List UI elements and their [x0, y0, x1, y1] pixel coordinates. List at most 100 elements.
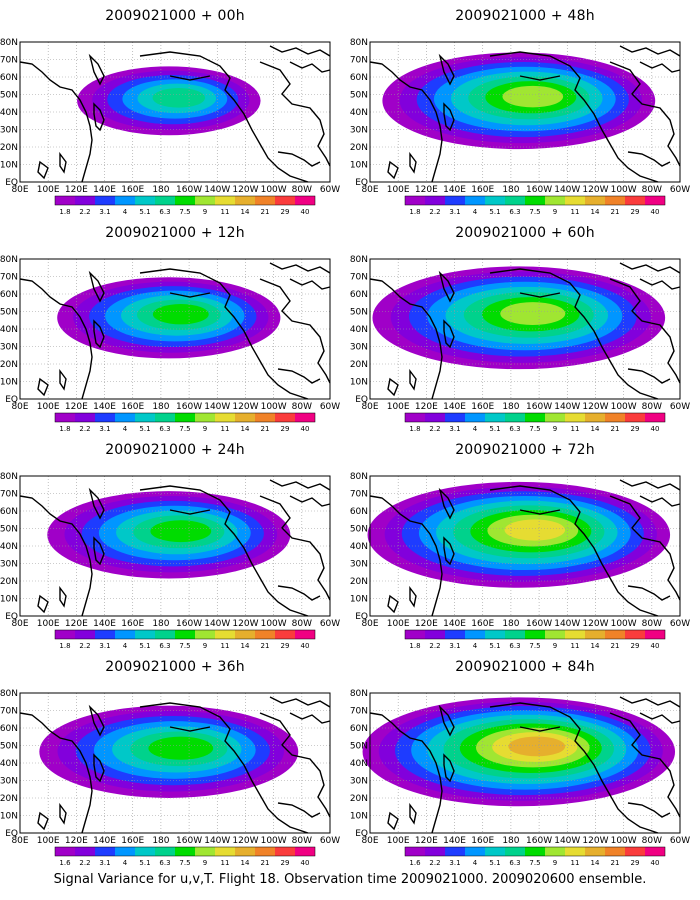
- colorbar-swatch: [55, 413, 75, 422]
- colorbar-swatch: [275, 630, 295, 639]
- latitude-tick-label: 30N: [0, 560, 18, 570]
- latitude-tick-label: 50N: [0, 308, 18, 318]
- colorbar-swatch: [295, 413, 315, 422]
- variance-contour: [500, 302, 566, 326]
- colorbar-swatch: [195, 847, 215, 856]
- longitude-tick-label: 120W: [582, 185, 608, 195]
- colorbar-label: 7.5: [179, 642, 190, 650]
- longitude-tick-label: 140E: [93, 619, 116, 629]
- longitude-tick-label: 80W: [642, 836, 662, 846]
- colorbar-swatch: [425, 196, 445, 205]
- longitude-tick-label: 140E: [93, 185, 116, 195]
- colorbar-swatch: [255, 196, 275, 205]
- colorbar-swatch: [505, 413, 525, 422]
- latitude-tick-label: EQ: [355, 395, 368, 405]
- colorbar-label: 1.8: [409, 642, 420, 650]
- colorbar-label: 29: [281, 642, 290, 650]
- longitude-tick-label: 60W: [670, 402, 690, 412]
- latitude-tick-label: 20N: [350, 143, 368, 153]
- colorbar-swatch: [645, 196, 665, 205]
- colorbar-label: 5.1: [489, 859, 500, 867]
- latitude-tick-label: 80N: [350, 472, 368, 482]
- longitude-tick-label: 80W: [642, 619, 662, 629]
- variance-contour: [152, 304, 209, 325]
- latitude-tick-label: EQ: [355, 612, 368, 622]
- colorbar-swatch: [605, 196, 625, 205]
- colorbar-label: 21: [261, 425, 270, 433]
- forecast-panel: 2009021000 + 36h 80N 70N 60N 50N 40N 30N 20N 10N…: [0, 651, 350, 876]
- colorbar-label: 4: [123, 425, 128, 433]
- colorbar-label: 9: [553, 642, 557, 650]
- colorbar-label: 14: [591, 642, 600, 650]
- colorbar-swatch: [135, 847, 155, 856]
- colorbar-label: 1.8: [409, 425, 420, 433]
- longitude-tick-label: 180: [502, 185, 519, 195]
- longitude-tick-label: 120E: [415, 185, 438, 195]
- colorbar-label: 6.3: [509, 642, 520, 650]
- colorbar-label: 3.1: [99, 208, 110, 216]
- latitude-tick-label: 80N: [0, 472, 18, 482]
- colorbar-label: 40: [301, 425, 310, 433]
- variance-contour: [502, 85, 564, 108]
- colorbar-label: 7.5: [529, 208, 540, 216]
- longitude-tick-label: 100E: [37, 402, 60, 412]
- latitude-tick-label: 80N: [350, 255, 368, 265]
- colorbar-swatch: [485, 196, 505, 205]
- colorbar-swatch: [405, 630, 425, 639]
- colorbar-swatch: [235, 847, 255, 856]
- coastline: [19, 45, 331, 183]
- colorbar-swatch: [135, 196, 155, 205]
- longitude-tick-label: 100W: [261, 402, 287, 412]
- longitude-tick-label: 160W: [176, 185, 202, 195]
- variance-field: [77, 66, 261, 136]
- longitude-tick-label: 60W: [670, 836, 690, 846]
- latitude-tick-label: EQ: [5, 612, 18, 622]
- colorbar-swatch: [405, 847, 425, 856]
- colorbar-swatch: [425, 847, 445, 856]
- colorbar-swatch: [425, 630, 445, 639]
- longitude-tick-label: 160W: [526, 619, 552, 629]
- colorbar-label: 5.1: [489, 425, 500, 433]
- longitude-tick-label: 120E: [65, 836, 88, 846]
- colorbar-swatch: [195, 630, 215, 639]
- map-frame: [369, 475, 681, 617]
- variance-contour: [152, 87, 206, 108]
- longitude-tick-label: 160E: [121, 185, 144, 195]
- longitude-tick-label: 180: [152, 836, 169, 846]
- colorbar-swatch: [465, 847, 485, 856]
- latitude-tick-label: 10N: [0, 595, 18, 605]
- colorbar: 1.8 2.2 3.1 4 5.1 6.3 7.5 9 11 14 21 29 40: [404, 195, 666, 216]
- longitude-tick-label: 160E: [121, 836, 144, 846]
- longitude-tick-label: 140E: [443, 836, 466, 846]
- latitude-tick-label: 10N: [0, 161, 18, 171]
- colorbar-label: 5.1: [139, 859, 150, 867]
- longitude-tick-label: 120W: [232, 402, 258, 412]
- colorbar-label: 11: [221, 859, 230, 867]
- longitude-tick-label: 100W: [261, 619, 287, 629]
- colorbar-label: 9: [203, 642, 207, 650]
- variance-contour: [508, 736, 566, 757]
- longitude-tick-label: 160E: [471, 402, 494, 412]
- longitude-tick-label: 120W: [582, 402, 608, 412]
- longitude-tick-label: 60W: [670, 619, 690, 629]
- colorbar-label: 14: [241, 642, 250, 650]
- coastline: [369, 479, 681, 617]
- latitude-tick-label: 30N: [350, 560, 368, 570]
- colorbar-swatch: [585, 847, 605, 856]
- colorbar-label: 29: [631, 208, 640, 216]
- forecast-panel: 2009021000 + 60h 80N 70N 60N 50N 40N 30N 20N 10N…: [350, 217, 700, 442]
- longitude-tick-label: 160W: [176, 402, 202, 412]
- colorbar-label: 5.1: [139, 425, 150, 433]
- colorbar-swatch: [565, 413, 585, 422]
- colorbar-label: 40: [651, 208, 660, 216]
- latitude-tick-label: 70N: [350, 490, 368, 500]
- variance-field: [372, 266, 666, 370]
- latitude-tick-label: 60N: [350, 290, 368, 300]
- colorbar-swatch: [505, 847, 525, 856]
- latitude-tick-label: 50N: [0, 742, 18, 752]
- colorbar-label: 3.1: [449, 425, 460, 433]
- colorbar-label: 6.3: [509, 859, 520, 867]
